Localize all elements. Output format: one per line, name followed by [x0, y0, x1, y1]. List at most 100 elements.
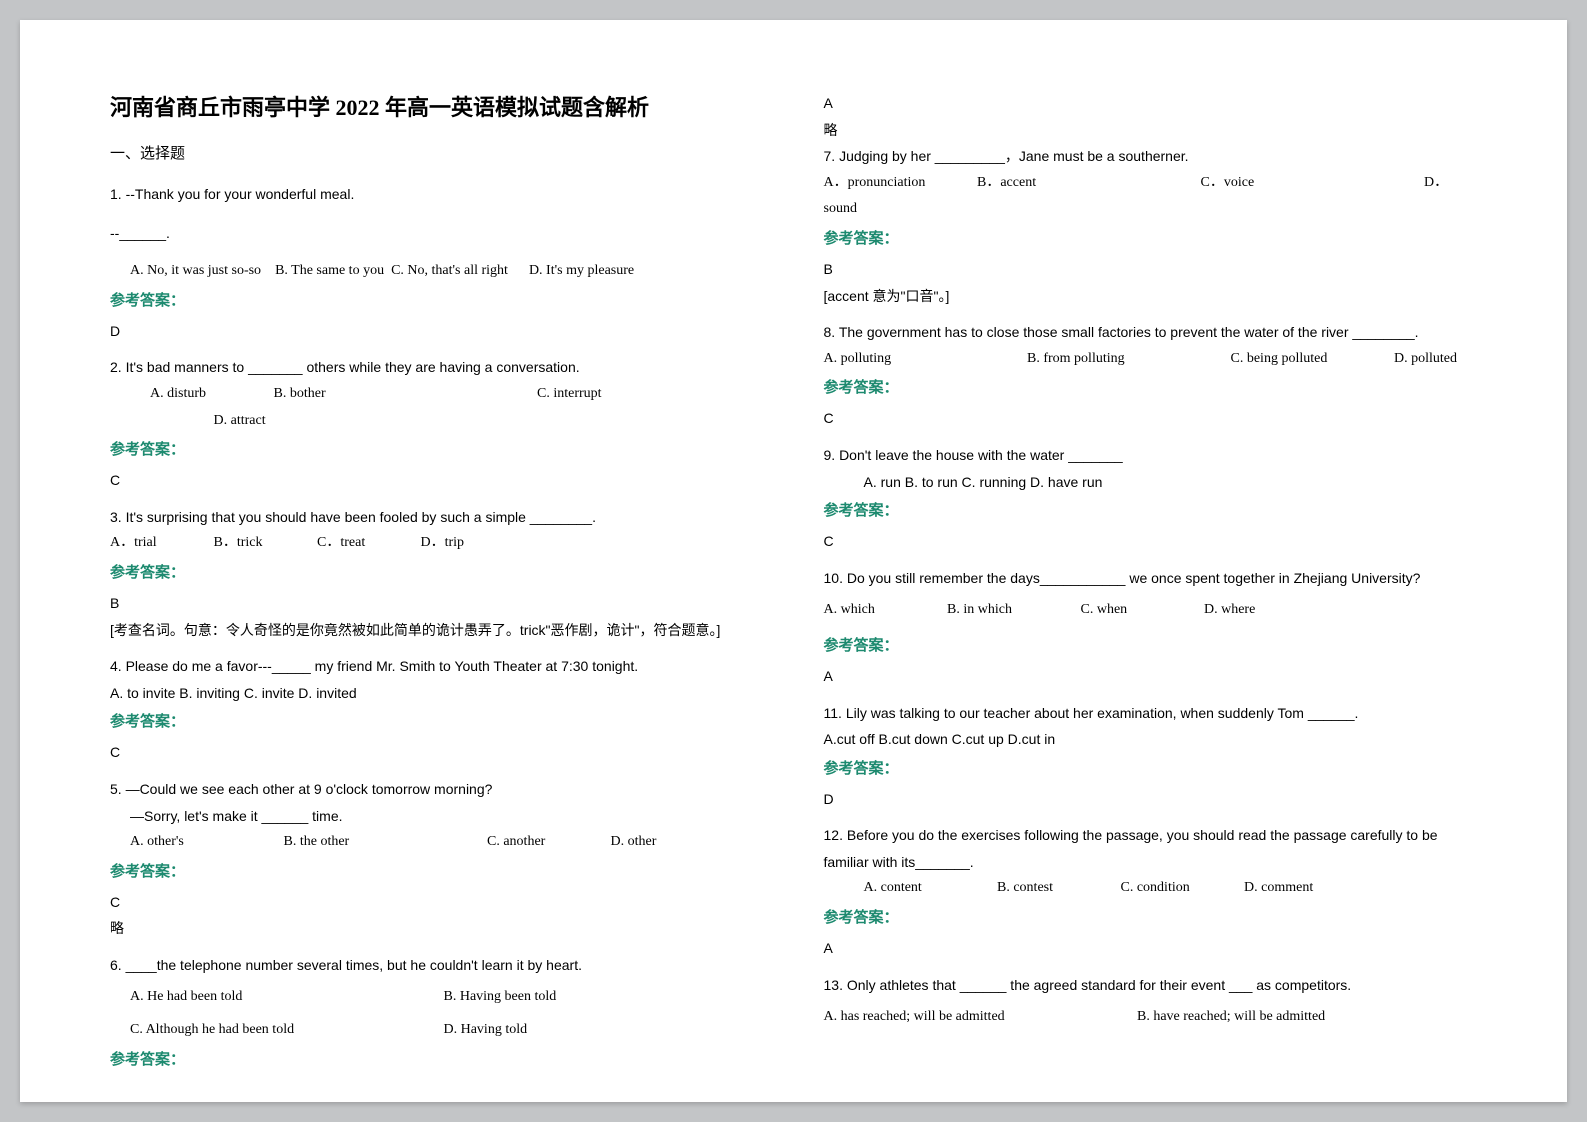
question-sub: —Sorry, let's make it ______ time. — [110, 803, 764, 830]
answer-value: C — [824, 405, 1478, 432]
option-c: C. another — [487, 829, 607, 856]
option-b: B. in which — [947, 597, 1077, 624]
answer-label: 参考答案： — [110, 860, 764, 881]
option-a: A. content — [864, 875, 994, 902]
answer-label: 参考答案： — [110, 289, 764, 310]
question-13: 13. Only athletes that ______ the agreed… — [824, 972, 1478, 1031]
question-6: 6. ____the telephone number several time… — [110, 952, 764, 1077]
option-d: D. other — [611, 834, 657, 849]
answer-value: C — [110, 889, 764, 916]
question-text: 1. --Thank you for your wonderful meal. — [110, 181, 764, 208]
option-b: B. bother — [274, 381, 534, 408]
answer-value: C — [824, 528, 1478, 555]
question-text: 13. Only athletes that ______ the agreed… — [824, 972, 1478, 999]
option-b: B. have reached; will be admitted — [1137, 1009, 1325, 1024]
document-page: 河南省商丘市雨亭中学 2022 年高一英语模拟试题含解析 一、选择题 1. --… — [20, 20, 1567, 1102]
answer-value: B — [110, 590, 764, 617]
option-c: C. Although he had been told — [130, 1017, 440, 1044]
answer-label: 参考答案： — [824, 227, 1478, 248]
option-c: C. interrupt — [537, 386, 602, 401]
question-text: 11. Lily was talking to our teacher abou… — [824, 700, 1478, 727]
question-text: 5. —Could we see each other at 9 o'clock… — [110, 776, 764, 803]
options-row-2: C. Although he had been told D. Having t… — [110, 1017, 764, 1044]
question-11: 11. Lily was talking to our teacher abou… — [824, 700, 1478, 813]
question-options: A. polluting B. from polluting C. being … — [824, 346, 1478, 373]
question-options: A. run B. to run C. running D. have run — [824, 469, 1478, 496]
answer-label: 参考答案： — [110, 1048, 764, 1069]
option-a: A．pronunciation — [824, 170, 974, 197]
option-a: A. which — [824, 597, 944, 624]
answer-value: B — [824, 256, 1478, 283]
question-options: A．trial B．trick C．treat D．trip — [110, 530, 764, 557]
option-d: D. where — [1204, 602, 1255, 617]
options-row-1: A. He had been told B. Having been told — [110, 984, 764, 1011]
option-d: D. polluted — [1394, 351, 1457, 366]
option-b: B. from polluting — [1027, 346, 1227, 373]
option-c: C. condition — [1121, 875, 1241, 902]
answer-value-q6: A — [824, 90, 1478, 117]
option-d: D. comment — [1244, 880, 1313, 895]
question-text: 9. Don't leave the house with the water … — [824, 442, 1478, 469]
question-options: A.cut off B.cut down C.cut up D.cut in — [824, 726, 1478, 753]
option-d: D. Having told — [444, 1022, 528, 1037]
option-b: B. contest — [997, 875, 1117, 902]
option-c: C. when — [1081, 597, 1201, 624]
question-text: 3. It's surprising that you should have … — [110, 504, 764, 531]
answer-label: 参考答案： — [110, 561, 764, 582]
note: 略 — [110, 915, 764, 942]
answer-value: A — [824, 935, 1478, 962]
option-c: C. No, that's all right — [391, 263, 508, 278]
explanation: [accent 意为"口音"。] — [824, 283, 1478, 310]
option-c: C．voice — [1201, 170, 1421, 197]
question-options: A．pronunciation B．accent C．voice D．sound — [824, 170, 1478, 223]
left-column: 河南省商丘市雨亭中学 2022 年高一英语模拟试题含解析 一、选择题 1. --… — [110, 90, 764, 1032]
document-title: 河南省商丘市雨亭中学 2022 年高一英语模拟试题含解析 — [110, 90, 764, 122]
answer-value: D — [824, 786, 1478, 813]
option-b: B. the other — [284, 829, 484, 856]
right-column: A 略 7. Judging by her _________，Jane mus… — [824, 90, 1478, 1032]
question-text: 2. It's bad manners to _______ others wh… — [110, 354, 764, 381]
option-d: D. attract — [214, 413, 266, 428]
option-d: D. It's my pleasure — [529, 263, 634, 278]
question-text: 7. Judging by her _________，Jane must be… — [824, 143, 1478, 170]
explanation: [考查名词。句意：令人奇怪的是你竟然被如此简单的诡计愚弄了。trick"恶作剧，… — [110, 617, 764, 644]
question-options: A. content B. contest C. condition D. co… — [824, 875, 1478, 902]
note-q6: 略 — [824, 117, 1478, 144]
question-options: A. disturb B. bother C. interrupt — [110, 381, 764, 408]
option-c: C. being polluted — [1231, 346, 1391, 373]
option-b: B．accent — [977, 170, 1197, 197]
question-8: 8. The government has to close those sma… — [824, 319, 1478, 432]
option-a: A. has reached; will be admitted — [824, 1004, 1134, 1031]
question-text: 4. Please do me a favor---_____ my frien… — [110, 653, 764, 680]
answer-label: 参考答案： — [824, 376, 1478, 397]
option-a: A. He had been told — [130, 984, 440, 1011]
question-4: 4. Please do me a favor---_____ my frien… — [110, 653, 764, 766]
question-text: 6. ____the telephone number several time… — [110, 952, 764, 979]
option-b: B．trick — [214, 530, 314, 557]
section-header: 一、选择题 — [110, 142, 764, 163]
option-d-row: D. attract — [110, 408, 764, 435]
option-b: B. The same to you — [275, 263, 384, 278]
question-10: 10. Do you still remember the days______… — [824, 565, 1478, 690]
answer-label: 参考答案： — [110, 438, 764, 459]
question-options: A. has reached; will be admitted B. have… — [824, 1004, 1478, 1031]
option-a: A．trial — [110, 530, 210, 557]
option-a: A. disturb — [110, 381, 270, 408]
answer-label: 参考答案： — [824, 906, 1478, 927]
question-3: 3. It's surprising that you should have … — [110, 504, 764, 643]
question-5: 5. —Could we see each other at 9 o'clock… — [110, 776, 764, 942]
answer-value: D — [110, 318, 764, 345]
answer-value: C — [110, 467, 764, 494]
question-text: 8. The government has to close those sma… — [824, 319, 1478, 346]
question-12: 12. Before you do the exercises followin… — [824, 822, 1478, 961]
answer-label: 参考答案： — [824, 757, 1478, 778]
answer-value: C — [110, 739, 764, 766]
option-a: A. other's — [130, 829, 280, 856]
option-b: B. Having been told — [444, 989, 557, 1004]
option-d: D．trip — [421, 535, 465, 550]
answer-label: 参考答案： — [824, 634, 1478, 655]
question-sub: --______. — [110, 220, 764, 247]
question-1: 1. --Thank you for your wonderful meal. … — [110, 181, 764, 344]
answer-label: 参考答案： — [110, 710, 764, 731]
question-text: 12. Before you do the exercises followin… — [824, 822, 1478, 875]
